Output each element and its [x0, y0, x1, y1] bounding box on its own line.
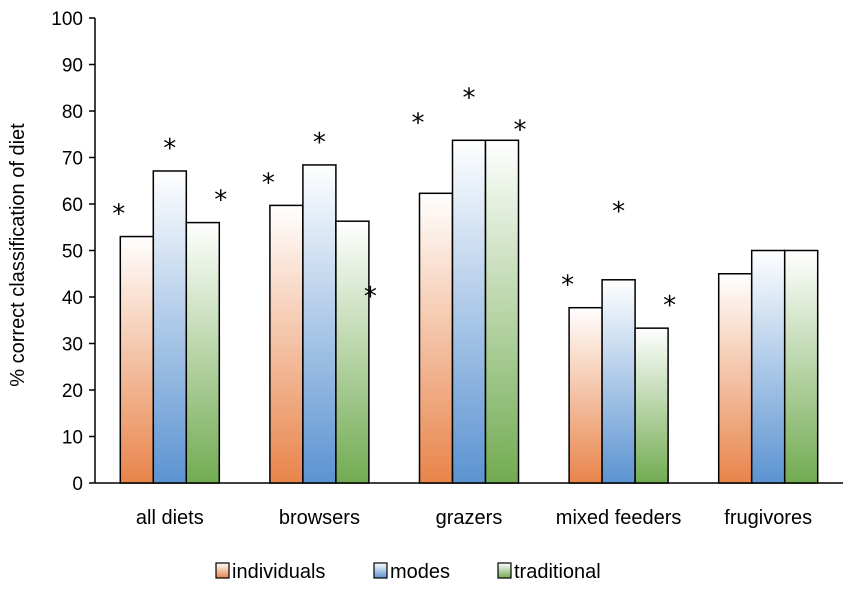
significance-star: * [163, 134, 176, 164]
y-tick-label: 0 [72, 474, 83, 495]
category-labels: all diets browsers grazers mixed feeders fru… [136, 507, 812, 529]
significance-star: * [663, 291, 676, 321]
bar-traditional [783, 249, 819, 484]
bar-traditional [484, 139, 520, 484]
bar-individuals [269, 204, 304, 484]
y-tick-label: 60 [62, 195, 83, 216]
y-tick-label: 40 [62, 288, 83, 309]
bar-traditional [185, 221, 221, 484]
significance-star: * [463, 83, 476, 113]
bar-individuals [717, 273, 753, 484]
y-tick-label: 80 [62, 102, 83, 123]
bar-modes [302, 164, 337, 484]
legend-swatch-traditional [497, 562, 512, 579]
bars [119, 139, 819, 484]
bar-modes [601, 279, 636, 484]
x-tick-label: grazers [436, 507, 503, 529]
bar-individuals [418, 192, 454, 484]
y-tick-label: 20 [62, 381, 83, 402]
y-tick-label: 90 [62, 56, 83, 77]
axes: 0 10 20 30 40 50 60 70 80 90 100 [51, 9, 843, 495]
y-tick-label: 50 [62, 242, 83, 263]
bar-traditional [634, 327, 669, 484]
significance-star: * [561, 271, 574, 301]
legend-swatch-individuals [215, 562, 230, 579]
bar-modes [451, 139, 487, 484]
legend-label-traditional: traditional [514, 561, 601, 583]
bar-individuals [119, 235, 155, 484]
y-tick-label: 100 [51, 9, 83, 30]
y-tick-label: 10 [62, 428, 83, 449]
significance-star: * [412, 108, 425, 138]
significance-star: * [364, 282, 377, 312]
significance-star: * [112, 200, 125, 230]
significance-star: * [514, 115, 527, 145]
x-tick-label: mixed feeders [556, 507, 682, 529]
legend-label-modes: modes [390, 561, 450, 583]
significance-star: * [612, 197, 625, 227]
y-tick-label: 30 [62, 335, 83, 356]
x-tick-label: all diets [136, 507, 204, 529]
significance-star: * [262, 168, 275, 198]
bar-traditional [335, 220, 370, 484]
x-tick-label: frugivores [724, 507, 812, 529]
y-tick-label: 70 [62, 149, 83, 170]
bar-modes [152, 170, 188, 484]
y-axis-label: % correct classification of diet [7, 123, 29, 387]
bar-modes [750, 249, 786, 484]
legend-swatch-modes [373, 562, 388, 579]
legend-label-individuals: individuals [232, 561, 325, 583]
significance-markers: * * * * * * * * * * * * [112, 83, 676, 321]
significance-star: * [214, 186, 227, 216]
legend: individuals modes traditional [215, 561, 601, 583]
significance-star: * [313, 128, 326, 158]
x-tick-label: browsers [279, 507, 360, 529]
bar-individuals [568, 306, 603, 484]
